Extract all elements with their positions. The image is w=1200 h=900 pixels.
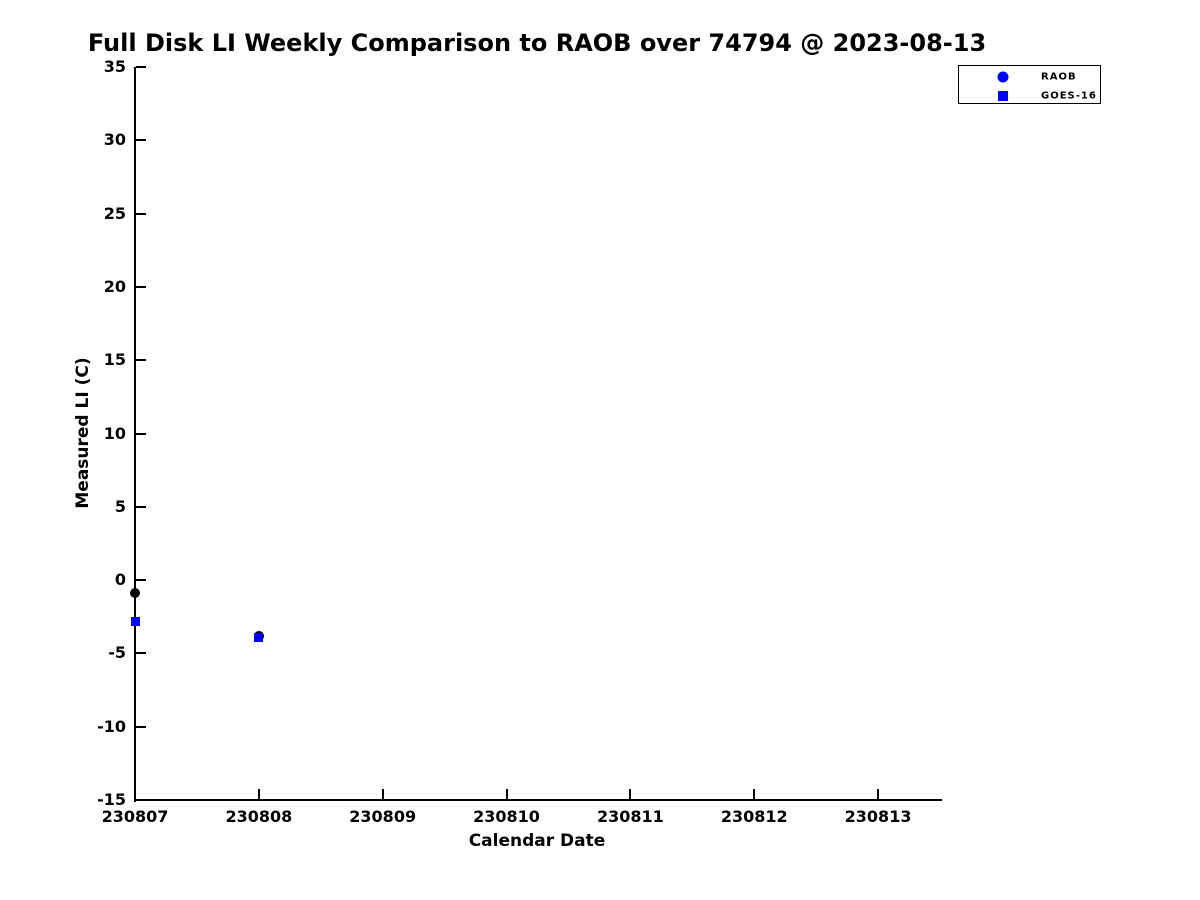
y-tick-label: 5 bbox=[114, 496, 126, 516]
y-tick-mark bbox=[136, 139, 146, 142]
y-tick-mark bbox=[136, 359, 146, 362]
x-tick-mark bbox=[877, 789, 880, 799]
x-tick-label: 230811 bbox=[596, 807, 664, 826]
y-tick-label: 10 bbox=[103, 423, 126, 443]
y-tick-mark bbox=[136, 285, 146, 288]
legend-circle-icon bbox=[997, 71, 1009, 82]
x-tick-mark bbox=[134, 789, 136, 799]
y-tick-label: -10 bbox=[97, 716, 126, 736]
y-tick-mark bbox=[136, 212, 146, 215]
data-point-raob bbox=[130, 588, 140, 599]
x-axis-line bbox=[134, 799, 942, 801]
y-tick-mark bbox=[136, 799, 146, 801]
y-tick-mark bbox=[136, 579, 146, 582]
legend-label: RAOB bbox=[1041, 71, 1077, 82]
y-tick-mark bbox=[136, 66, 146, 68]
y-tick-label: -5 bbox=[108, 643, 126, 663]
x-tick-label: 230808 bbox=[225, 807, 293, 826]
x-tick-mark bbox=[505, 789, 508, 799]
legend-label: GOES-16 bbox=[1041, 90, 1097, 101]
data-point-goes-16 bbox=[130, 616, 140, 626]
legend-item-raob: RAOB bbox=[959, 68, 1100, 85]
y-tick-mark bbox=[136, 725, 146, 728]
y-tick-label: 20 bbox=[103, 276, 126, 296]
y-tick-mark bbox=[136, 505, 146, 508]
legend-square-icon bbox=[998, 90, 1008, 101]
x-tick-mark bbox=[381, 789, 384, 799]
legend-item-goes-16: GOES-16 bbox=[959, 87, 1100, 104]
y-tick-label: 35 bbox=[103, 57, 126, 76]
chart-title: Full Disk LI Weekly Comparison to RAOB o… bbox=[87, 29, 987, 57]
y-axis-line bbox=[134, 67, 136, 802]
x-tick-mark bbox=[257, 789, 260, 799]
data-point-goes-16 bbox=[254, 632, 264, 642]
y-tick-label: 25 bbox=[103, 203, 126, 223]
y-tick-mark bbox=[136, 432, 146, 435]
x-tick-label: 230812 bbox=[720, 807, 788, 826]
x-tick-mark bbox=[753, 789, 756, 799]
y-tick-mark bbox=[136, 652, 146, 655]
x-axis-label: Calendar Date bbox=[468, 831, 606, 851]
y-tick-label: 15 bbox=[103, 350, 126, 370]
x-tick-label: 230809 bbox=[349, 807, 417, 826]
x-tick-mark bbox=[629, 789, 632, 799]
y-tick-label: 0 bbox=[114, 570, 126, 590]
x-tick-label: 230807 bbox=[101, 807, 169, 826]
y-tick-label: 30 bbox=[103, 130, 126, 150]
y-tick-label: -15 bbox=[97, 790, 126, 809]
x-tick-label: 230810 bbox=[473, 807, 540, 826]
legend: RAOB GOES-16 bbox=[958, 65, 1101, 104]
x-tick-label: 230813 bbox=[844, 807, 912, 826]
